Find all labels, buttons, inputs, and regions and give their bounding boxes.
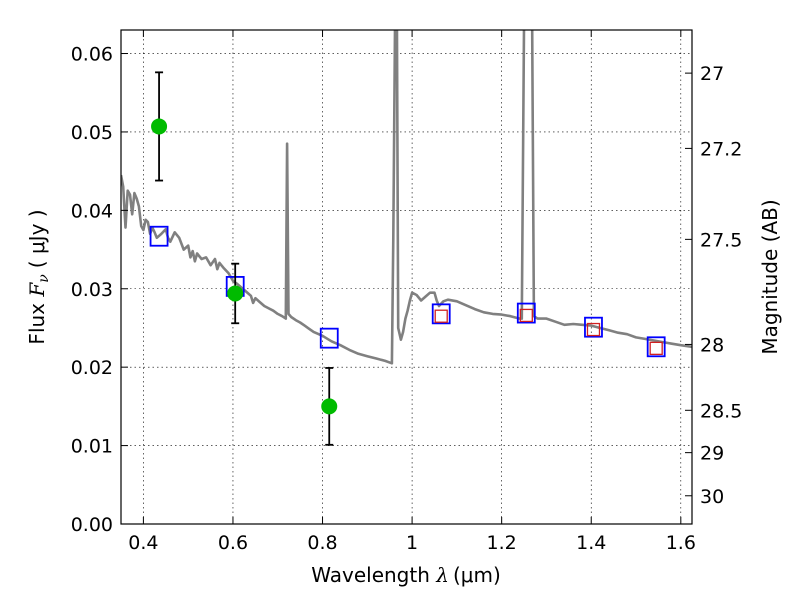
- y2-tick-label: 28.5: [700, 400, 742, 422]
- y-tick-label: 0.03: [71, 279, 113, 301]
- y2-tick-label: 30: [700, 486, 724, 508]
- observed-photometry-point: [227, 285, 244, 302]
- y-tick-label: 0.02: [71, 357, 113, 379]
- x-tick-label: 0.8: [307, 532, 337, 554]
- model-photometry-square: [431, 303, 451, 325]
- y2-tick-label: 28: [700, 334, 724, 356]
- y-tick-label: 0.06: [71, 44, 113, 66]
- x-tick-label: 1.2: [487, 532, 517, 554]
- model-photometry-square: [319, 327, 339, 349]
- y-axis-label: Flux Fν( μJy ): [25, 209, 52, 344]
- sed-model-line: [121, 30, 692, 365]
- grid: [121, 30, 692, 525]
- x-tick-label: 1.4: [576, 532, 606, 554]
- model-photometry-square: [149, 225, 169, 247]
- y2-tick-label: 29: [700, 443, 724, 465]
- observed-photometry-square: [434, 309, 448, 323]
- observed-photometry-square: [586, 322, 601, 337]
- observed-photometry-point: [321, 398, 338, 415]
- y2-axis-label: Magnitude (AB): [758, 199, 782, 354]
- observed-photometry-point: [151, 118, 168, 135]
- observed-photometry-square: [519, 308, 533, 323]
- axes: 0.4 0.6 0.8 1 1.2 1.4 1.6 0.00 0.01 0.02 0.03 0.04 0…: [71, 30, 742, 554]
- plot-frame: [120, 29, 693, 525]
- model-photometry-square: [516, 302, 536, 324]
- plot-area: [121, 30, 692, 446]
- observed-photometry-square: [649, 341, 663, 356]
- x-tick-label: 0.4: [128, 532, 158, 554]
- y2-tick-label: 27.5: [700, 229, 742, 251]
- model-photometry-square: [646, 336, 666, 358]
- x-tick-label: 0.6: [218, 532, 248, 554]
- y2-tick-label: 27.2: [700, 138, 742, 160]
- x-tick-label: 1.6: [666, 532, 696, 554]
- x-tick-label: 1: [406, 532, 418, 554]
- y-tick-label: 0.05: [71, 122, 113, 144]
- y-tick-label: 0.04: [71, 200, 113, 222]
- y-tick-label: 0.00: [71, 514, 113, 536]
- y-tick-label: 0.01: [71, 436, 113, 458]
- y2-tick-label: 27: [700, 63, 724, 85]
- model-photometry-square: [584, 316, 603, 338]
- x-axis-label: Wavelength λ (μm): [311, 563, 501, 587]
